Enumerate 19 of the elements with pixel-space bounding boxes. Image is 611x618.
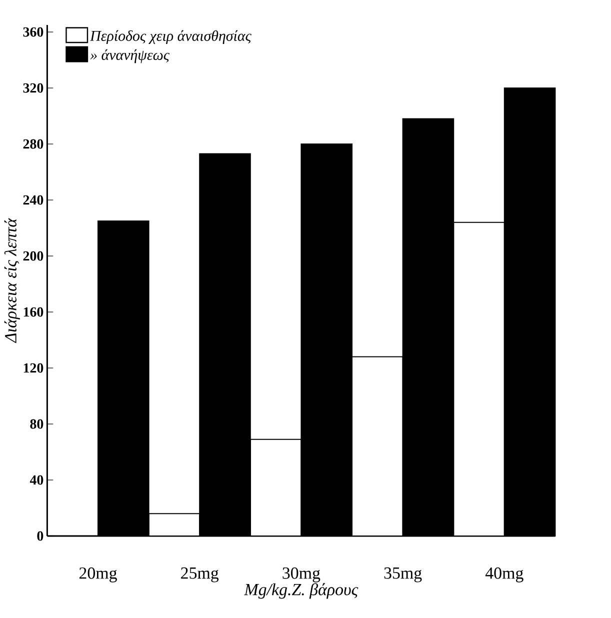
y-tick-label: 160 [24, 307, 44, 317]
x-tick-label: 35mg [384, 567, 422, 582]
y-tick-label: 120 [24, 363, 44, 373]
legend-label: Περίοδος χειρ άναισθησίας [90, 30, 252, 44]
y-axis-title: Διάρκεια είς λεπτά [4, 218, 20, 344]
y-tick-label: 360 [23, 27, 44, 37]
legend-label: » άνανήψεως [90, 49, 170, 64]
x-tick-label: 20mg [79, 567, 117, 582]
x-tick-label: 25mg [181, 567, 219, 582]
y-tick-label: 0 [37, 531, 44, 541]
y-tick-label: 240 [23, 195, 44, 205]
y-tick-label: 280 [23, 139, 44, 149]
y-tick-label: 40 [30, 475, 44, 485]
x-tick-label: 40mg [485, 567, 524, 582]
y-tick-label: 80 [30, 419, 44, 429]
x-tick-label: 30mg [282, 567, 320, 582]
x-axis-title: Mg/kg.Ζ. βάρους [244, 583, 358, 599]
y-tick-label: 200 [23, 251, 44, 261]
y-tick-label: 320 [23, 83, 44, 93]
